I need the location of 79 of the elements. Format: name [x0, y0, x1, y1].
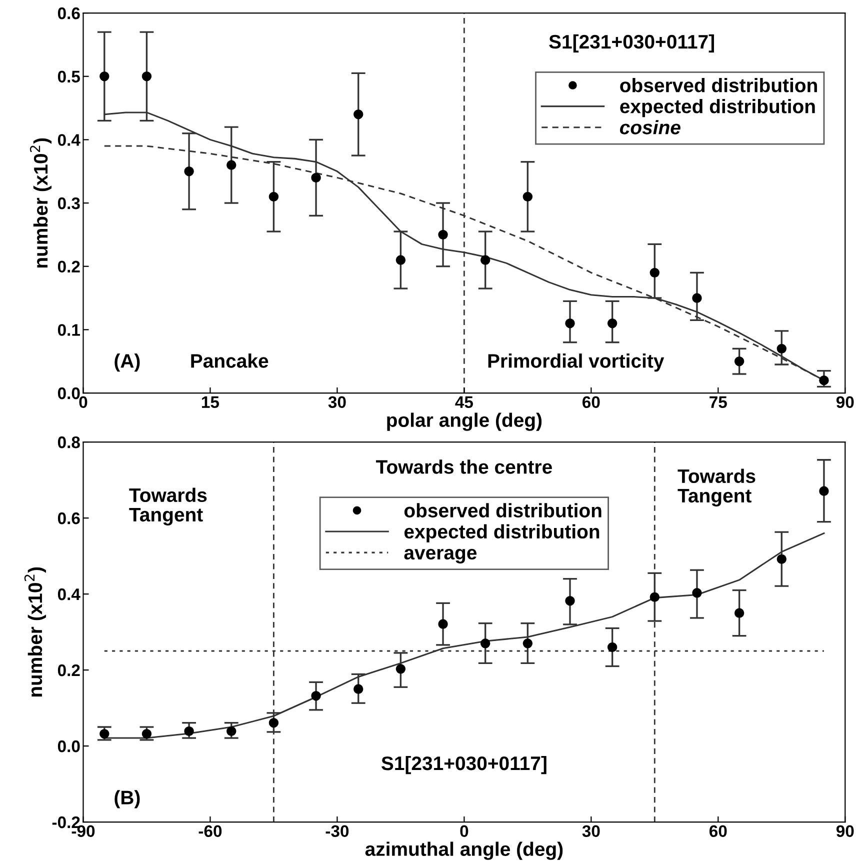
x-tick-label: 60 — [582, 396, 600, 408]
point — [226, 160, 236, 170]
x-axis-title: azimuthal angle (deg) — [365, 842, 563, 860]
y-axis-title: number (x10$^{2}$) — [30, 138, 52, 268]
point — [607, 642, 618, 652]
point — [184, 166, 194, 176]
x-tick-label: 75 — [710, 396, 727, 408]
y-tick-label: 0.8 — [58, 436, 80, 448]
x-tick-label: 45 — [455, 396, 473, 408]
legend-label: expected distribution — [620, 99, 815, 118]
point — [650, 268, 660, 278]
point — [396, 255, 406, 265]
point — [650, 592, 660, 602]
point — [480, 255, 490, 265]
x-tick-label: 60 — [709, 825, 727, 838]
annotation: Towards the centre — [376, 460, 552, 474]
y-axis-title: number (x10$^{2}$) — [24, 567, 46, 697]
point — [268, 718, 279, 728]
point — [353, 109, 364, 120]
point — [565, 318, 575, 328]
x-tick-label: 90 — [836, 396, 854, 408]
y-tick-label: 0.6 — [58, 7, 80, 20]
y-tick-label: 0.0 — [58, 387, 80, 400]
point — [142, 72, 152, 82]
legend-label: observed distribution — [620, 78, 817, 92]
annotation: Primordial vorticity — [488, 354, 664, 372]
point — [396, 664, 406, 674]
y-tick-label: 0.0 — [58, 740, 80, 752]
legend-label: average — [404, 548, 477, 564]
y-tick-label: 0.4 — [58, 134, 80, 146]
x-tick-label: 0 — [460, 825, 468, 838]
annotation: Pancake — [191, 354, 268, 368]
point — [692, 293, 702, 303]
point — [311, 172, 321, 183]
point — [480, 638, 490, 648]
annotation: (A) — [114, 354, 140, 372]
y-tick-label: 0.5 — [58, 70, 80, 83]
point — [692, 588, 702, 598]
point — [100, 72, 110, 82]
point — [226, 726, 236, 736]
point — [142, 728, 152, 739]
x-axis-title: polar angle (deg) — [387, 412, 542, 431]
y-tick-label: 0.4 — [58, 588, 80, 600]
y-tick-label: 0.3 — [58, 197, 80, 210]
point — [311, 690, 321, 701]
y-tick-label: 0.2 — [58, 664, 80, 676]
y-tick-label: 0.2 — [58, 260, 80, 273]
point — [819, 486, 829, 496]
x-tick-label: 30 — [328, 396, 346, 408]
annotation: S1[231+030+0117] — [549, 34, 714, 52]
point — [565, 596, 575, 606]
x-tick-label: 0 — [79, 396, 88, 408]
legend-label: observed distribution — [404, 503, 602, 518]
point — [522, 192, 533, 202]
annotation: Towards Tangent — [129, 488, 207, 526]
point — [734, 356, 744, 366]
point — [438, 230, 448, 240]
y-tick-label: 0.1 — [58, 324, 80, 336]
legend-label: cosine — [620, 120, 680, 134]
legend-label: expected distribution — [404, 524, 600, 542]
point — [353, 684, 364, 694]
annotation: S1[231+030+0117] — [381, 756, 546, 774]
x-tick-label: -60 — [198, 825, 222, 838]
point — [184, 726, 194, 736]
y-tick-label: 0.6 — [58, 512, 80, 524]
point — [776, 554, 786, 564]
annotation: Towards Tangent — [678, 468, 756, 506]
point — [522, 638, 533, 648]
point — [819, 375, 829, 386]
point — [268, 192, 279, 202]
point — [438, 619, 448, 629]
point — [734, 608, 744, 618]
point — [776, 344, 786, 354]
x-tick-label: 90 — [836, 825, 854, 838]
x-tick-label: 15 — [202, 396, 220, 408]
x-tick-label: 30 — [582, 825, 600, 838]
point — [607, 318, 618, 328]
annotation: (B) — [114, 790, 140, 808]
x-tick-label: -30 — [326, 825, 349, 838]
